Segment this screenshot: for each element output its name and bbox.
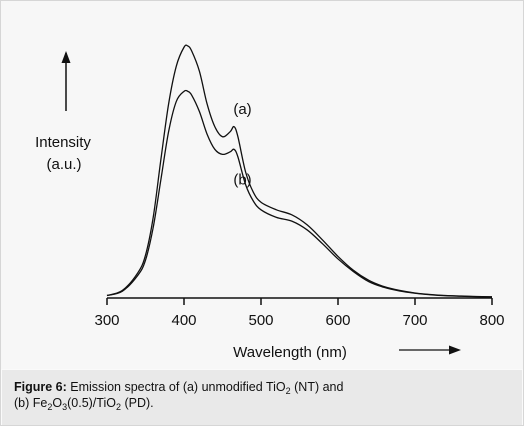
caption-sub-2: 2 — [47, 402, 53, 412]
series-a-curve — [106, 44, 493, 298]
caption-text-1b: (NT) and — [290, 380, 344, 394]
x-tick-label-700: 700 — [402, 312, 427, 329]
figure-caption: Figure 6: Emission spectra of (a) unmodi… — [2, 370, 522, 425]
plot-area: Intensity (a.u.) 300 400 500 600 700 800 Wave… — [1, 1, 523, 369]
caption-text-2d: (PD). — [120, 396, 154, 410]
caption-text-2b: O — [52, 396, 63, 410]
caption-line-2: (b) Fe2O3(0.5)/TiO2 (PD). — [14, 395, 510, 412]
x-axis-label: Wavelength (nm) — [233, 344, 347, 361]
x-tick-label-600: 600 — [325, 312, 350, 329]
caption-sub-3: 3 — [62, 402, 68, 412]
series-b-curve — [106, 89, 493, 298]
annotation-b: (b) — [233, 172, 251, 189]
y-axis-arrow-head — [61, 51, 71, 63]
x-tick-label-500: 500 — [248, 312, 273, 329]
x-tick-label-300: 300 — [94, 312, 119, 329]
caption-text-2c: (0.5)/TiO — [67, 396, 116, 410]
caption-line-1: Figure 6: Emission spectra of (a) unmodi… — [14, 379, 510, 396]
emission-chart: Intensity (a.u.) 300 400 500 600 700 800 Wave… — [35, 44, 505, 361]
caption-sub-4: 2 — [115, 402, 121, 412]
x-axis-arrow-head — [449, 345, 461, 355]
x-axis-tick-labels: 300 400 500 600 700 800 — [94, 312, 504, 329]
x-tick-label-400: 400 — [171, 312, 196, 329]
caption-text-2a: (b) Fe — [14, 396, 48, 410]
x-tick-label-800: 800 — [479, 312, 504, 329]
caption-label: Figure 6: — [14, 380, 67, 394]
y-axis-label-line2: (a.u.) — [46, 156, 81, 173]
x-axis-ticks — [106, 298, 493, 305]
caption-text-1a: Emission spectra of (a) unmodified TiO — [66, 380, 286, 394]
annotation-a: (a) — [233, 101, 251, 118]
y-axis-label-line1: Intensity — [35, 134, 91, 151]
caption-sub-1: 2 — [285, 386, 291, 396]
